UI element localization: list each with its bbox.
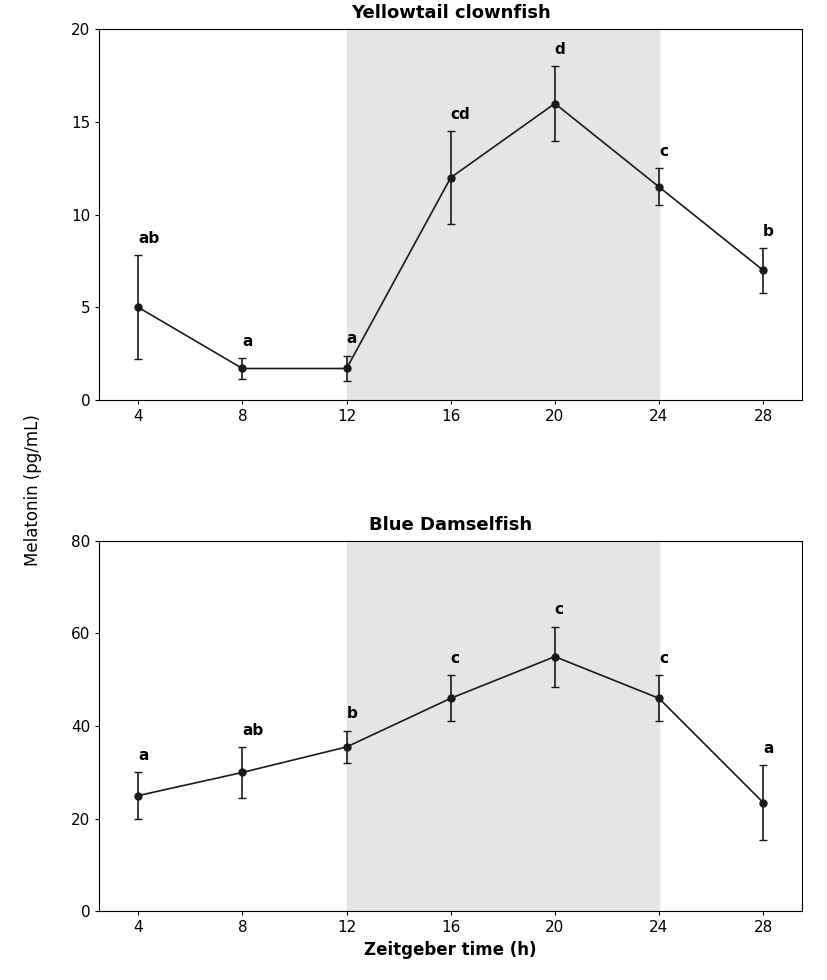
X-axis label: Zeitgeber time (h): Zeitgeber time (h) <box>365 941 537 959</box>
Text: ab: ab <box>138 231 160 246</box>
Text: c: c <box>451 651 460 665</box>
Text: cd: cd <box>451 107 471 122</box>
Text: a: a <box>347 331 357 346</box>
Text: c: c <box>555 603 564 617</box>
Text: d: d <box>555 42 566 57</box>
Title: Yellowtail clownfish: Yellowtail clownfish <box>351 4 551 23</box>
Text: Melatonin (pg/mL): Melatonin (pg/mL) <box>24 415 42 565</box>
Text: b: b <box>347 707 357 721</box>
Text: ab: ab <box>242 722 264 738</box>
Text: a: a <box>763 741 773 757</box>
Bar <box>347 29 659 400</box>
Text: c: c <box>659 144 668 159</box>
Title: Blue Damselfish: Blue Damselfish <box>369 515 533 534</box>
Text: a: a <box>242 334 253 349</box>
Text: b: b <box>763 223 774 239</box>
Text: c: c <box>659 651 668 665</box>
Text: a: a <box>138 748 149 763</box>
Bar <box>347 541 659 911</box>
